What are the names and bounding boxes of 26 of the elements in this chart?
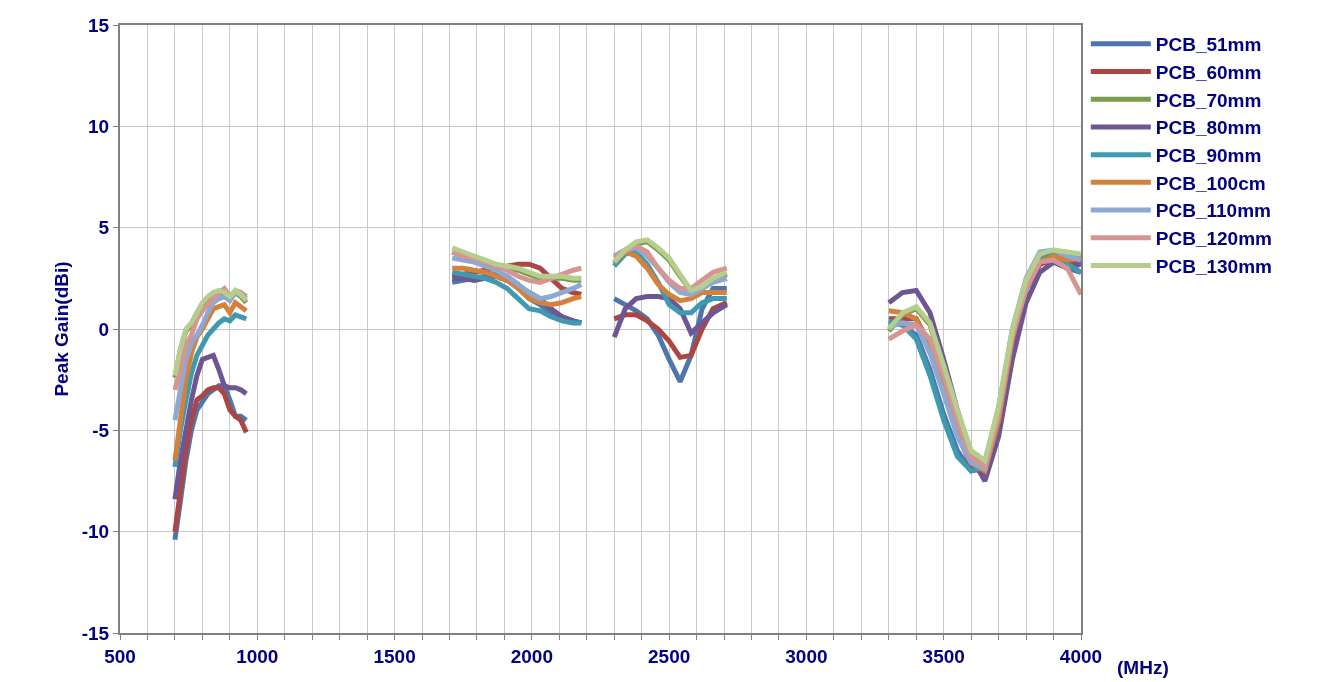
x-tick-label: 3500 — [922, 645, 965, 667]
legend-label: PCB_120mm — [1155, 228, 1272, 250]
legend-label: PCB_130mm — [1155, 255, 1272, 277]
x-tick-label: 2500 — [648, 645, 691, 667]
y-tick-label: -5 — [92, 419, 110, 441]
legend-label: PCB_60mm — [1155, 61, 1262, 83]
x-tick-label: 2000 — [510, 645, 553, 667]
legend-label: PCB_80mm — [1155, 117, 1262, 139]
x-tick-label: 500 — [104, 645, 136, 667]
legend-label: PCB_90mm — [1155, 145, 1262, 167]
y-axis-title: Peak Gain(dBi) — [51, 261, 73, 397]
y-tick-label: 10 — [88, 115, 110, 137]
legend-label: PCB_100cm — [1155, 172, 1266, 194]
legend-label: PCB_70mm — [1155, 89, 1262, 111]
x-tick-label: 1500 — [373, 645, 416, 667]
legend-label: PCB_51mm — [1155, 34, 1262, 56]
x-axis-title: (MHz) — [1117, 657, 1169, 678]
legend-label: PCB_110mm — [1155, 200, 1271, 222]
y-tick-label: 15 — [88, 14, 110, 36]
x-tick-label: 4000 — [1059, 645, 1103, 667]
y-tick-label: 0 — [98, 318, 110, 340]
y-tick-label: -10 — [81, 521, 110, 543]
x-tick-label: 1000 — [236, 645, 279, 667]
x-tick-label: 3000 — [785, 645, 828, 667]
y-tick-label: 5 — [98, 217, 110, 239]
y-tick-label: -15 — [81, 622, 110, 644]
